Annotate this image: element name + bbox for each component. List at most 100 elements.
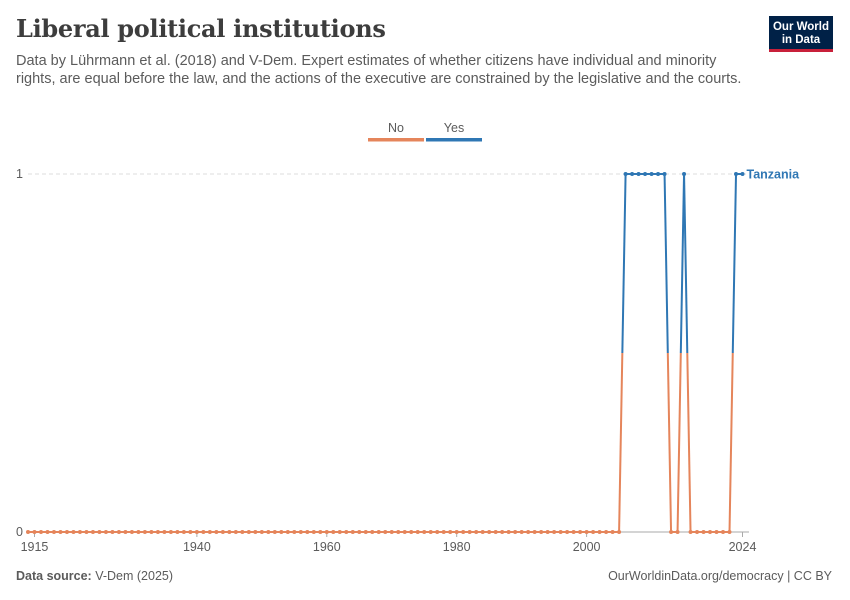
data-point [305, 530, 310, 534]
data-point [110, 530, 115, 534]
data-point [552, 530, 557, 534]
source-label: Data source: [16, 569, 92, 583]
data-point [526, 530, 531, 534]
data-point [363, 530, 368, 534]
data-point [168, 530, 173, 534]
data-point [708, 530, 713, 534]
footer-source: Data source: V-Dem (2025) [16, 569, 173, 583]
series-segment [683, 173, 689, 354]
data-point [292, 530, 297, 534]
data-point [64, 530, 69, 534]
logo-line-2: in Data [781, 33, 821, 46]
data-point [246, 530, 251, 534]
data-point [669, 530, 674, 534]
x-tick-label: 1960 [313, 540, 341, 554]
owid-logo[interactable]: Our World in Data [769, 16, 833, 52]
data-point [285, 530, 290, 534]
data-point [142, 530, 147, 534]
source-value[interactable]: V-Dem (2025) [95, 569, 174, 583]
data-point [298, 530, 303, 534]
data-point [162, 530, 167, 534]
data-point [493, 530, 498, 534]
data-point [539, 530, 544, 534]
data-point [337, 530, 342, 534]
series-segment [676, 352, 682, 533]
data-point [695, 530, 700, 534]
series-line-group [28, 173, 743, 533]
data-point [181, 530, 186, 534]
data-point [682, 172, 687, 176]
data-point [558, 530, 563, 534]
data-point [376, 530, 381, 534]
data-point [532, 530, 537, 534]
data-point [129, 530, 134, 534]
data-point [220, 530, 225, 534]
data-point [565, 530, 570, 534]
data-point [188, 530, 193, 534]
data-point [279, 530, 284, 534]
data-point [688, 530, 693, 534]
data-point [233, 530, 238, 534]
data-point [461, 530, 466, 534]
data-point [324, 530, 329, 534]
series-points-group [26, 172, 745, 534]
series-segment [666, 352, 673, 533]
data-point [740, 172, 745, 176]
x-tick-label: 2000 [573, 540, 601, 554]
data-point [415, 530, 420, 534]
x-tick-label: 1915 [21, 540, 49, 554]
data-point [409, 530, 414, 534]
data-point [441, 530, 446, 534]
data-point [123, 530, 128, 534]
data-point [26, 530, 30, 534]
data-point [597, 530, 602, 534]
data-point [721, 530, 726, 534]
footer-link[interactable]: OurWorldinData.org/democracy | CC BY [608, 569, 832, 583]
data-point [714, 530, 719, 534]
data-point [662, 172, 667, 176]
series-segment [679, 173, 686, 354]
data-point [370, 530, 375, 534]
data-point [578, 530, 583, 534]
data-point [571, 530, 576, 534]
data-point [519, 530, 524, 534]
data-point [51, 530, 56, 534]
data-point [584, 530, 589, 534]
data-point [116, 530, 121, 534]
data-point [506, 530, 511, 534]
legend-swatch-no [368, 138, 424, 142]
data-point [272, 530, 277, 534]
data-point [77, 530, 82, 534]
data-point [194, 530, 199, 534]
series-segment [618, 352, 624, 533]
data-point [38, 530, 43, 534]
x-tick-label: 2024 [729, 540, 757, 554]
data-point [331, 530, 336, 534]
data-point [357, 530, 362, 534]
data-point [45, 530, 50, 534]
data-point [32, 530, 37, 534]
data-point [701, 530, 706, 534]
series-segment [731, 173, 738, 354]
data-point [383, 530, 388, 534]
data-point [207, 530, 212, 534]
y-tick-label: 0 [16, 525, 23, 539]
data-point [435, 530, 440, 534]
x-tick-label: 1940 [183, 540, 211, 554]
data-point [71, 530, 76, 534]
chart-subtitle: Data by Lührmann et al. (2018) and V-Dem… [16, 53, 742, 87]
data-point [90, 530, 95, 534]
data-point [422, 530, 427, 534]
data-point [623, 172, 628, 176]
data-point [727, 530, 732, 534]
data-point [240, 530, 245, 534]
data-point [643, 172, 648, 176]
data-point [227, 530, 232, 534]
series-segment [728, 352, 734, 533]
data-point [97, 530, 102, 534]
legend-swatch-yes [426, 138, 482, 142]
data-point [350, 530, 355, 534]
data-point [545, 530, 550, 534]
data-point [344, 530, 349, 534]
